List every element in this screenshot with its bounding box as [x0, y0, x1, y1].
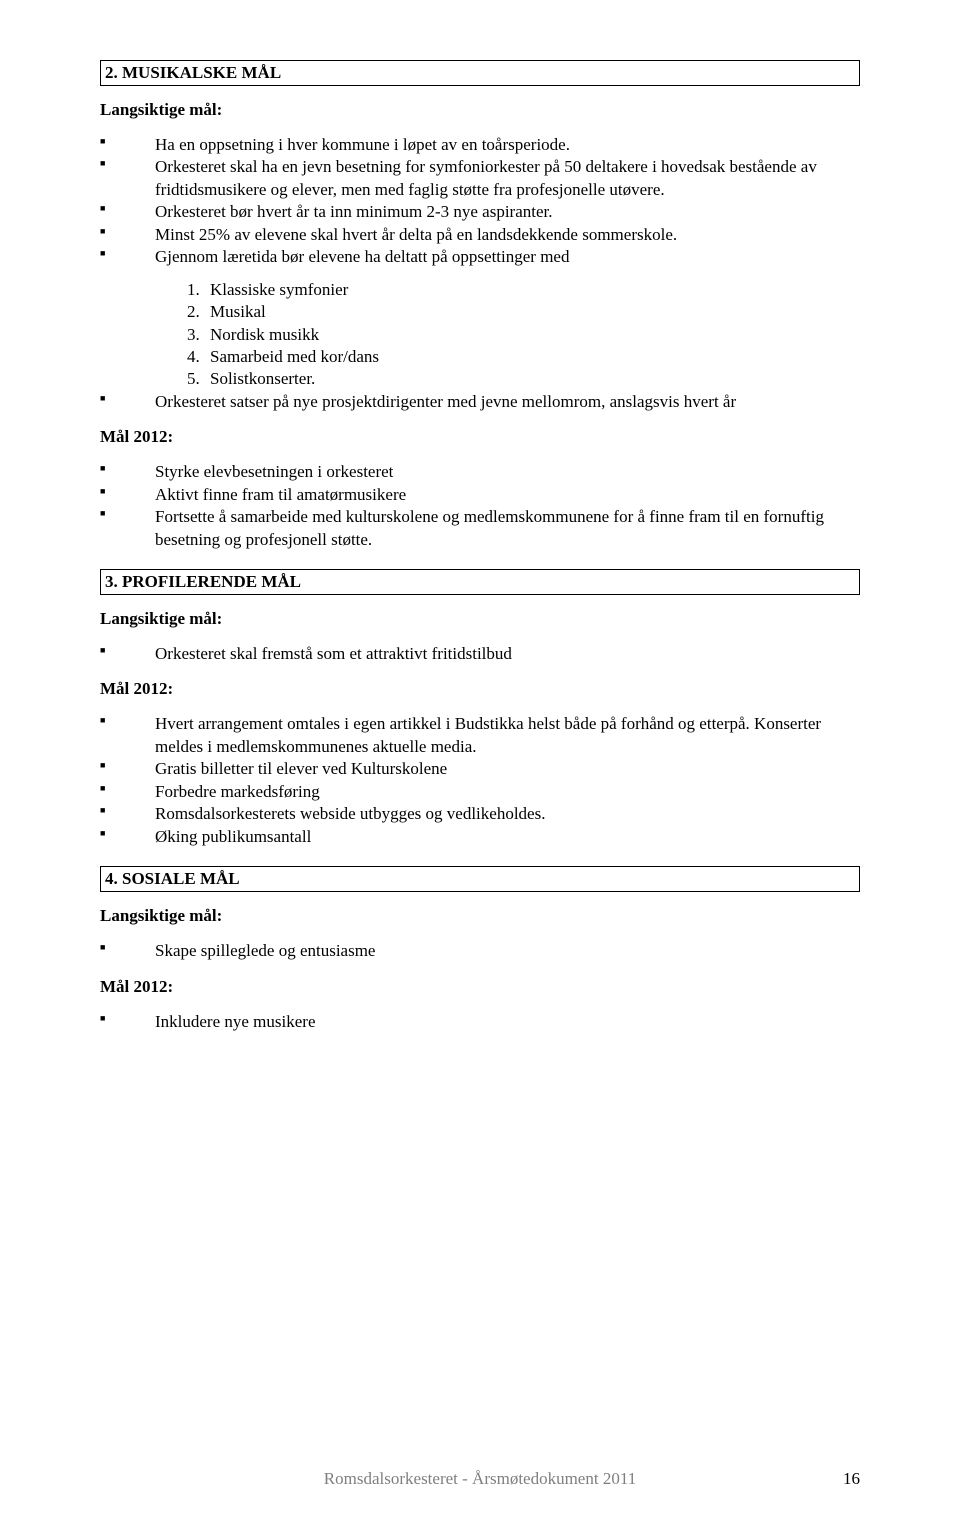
footer-text: Romsdalsorkesteret - Årsmøtedokument 201… [324, 1469, 636, 1488]
list-item: Gjennom læretida bør elevene ha deltatt … [100, 246, 860, 268]
page-number: 16 [843, 1469, 860, 1489]
spacer [100, 561, 860, 569]
section-3-heading-box: 3. PROFILERENDE MÅL [100, 569, 860, 595]
section-4-bullet-list: Skape spilleglede og entusiasme [100, 940, 860, 962]
section-4-langsiktige-label: Langsiktige mål: [100, 906, 860, 926]
section-3-heading: 3. PROFILERENDE MÅL [105, 572, 301, 591]
list-item: Musikal [204, 301, 860, 323]
list-item: Orkesteret bør hvert år ta inn minimum 2… [100, 201, 860, 223]
list-item: Ha en oppsetning i hver kommune i løpet … [100, 134, 860, 156]
list-item: Skape spilleglede og entusiasme [100, 940, 860, 962]
section-3-bullet-list: Orkesteret skal fremstå som et attraktiv… [100, 643, 860, 665]
section-2-mal2012-label: Mål 2012: [100, 427, 860, 447]
section-4-heading-box: 4. SOSIALE MÅL [100, 866, 860, 892]
list-item: Romsdalsorkesterets webside utbygges og … [100, 803, 860, 825]
list-item: Orkesteret skal fremstå som et attraktiv… [100, 643, 860, 665]
list-item: Nordisk musikk [204, 324, 860, 346]
section-2-heading: 2. MUSIKALSKE MÅL [105, 63, 281, 82]
list-item: Inkludere nye musikere [100, 1011, 860, 1033]
list-item: Styrke elevbesetningen i orkesteret [100, 461, 860, 483]
section-2-mal2012-list: Styrke elevbesetningen i orkesteret Akti… [100, 461, 860, 551]
document-page: 2. MUSIKALSKE MÅL Langsiktige mål: Ha en… [0, 0, 960, 1519]
section-4-mal2012-label: Mål 2012: [100, 977, 860, 997]
section-2-langsiktige-label: Langsiktige mål: [100, 100, 860, 120]
list-item: Klassiske symfonier [204, 279, 860, 301]
list-item: Orkesteret satser på nye prosjektdirigen… [100, 391, 860, 413]
list-item: Forbedre markedsføring [100, 781, 860, 803]
list-item: Orkesteret skal ha en jevn besetning for… [100, 156, 860, 201]
section-3-mal2012-label: Mål 2012: [100, 679, 860, 699]
list-item: Hvert arrangement omtales i egen artikke… [100, 713, 860, 758]
section-2-nested-list: Klassiske symfonier Musikal Nordisk musi… [100, 279, 860, 391]
list-item: Gratis billetter til elever ved Kultursk… [100, 758, 860, 780]
section-2-heading-box: 2. MUSIKALSKE MÅL [100, 60, 860, 86]
list-item: Aktivt finne fram til amatørmusikere [100, 484, 860, 506]
spacer [100, 858, 860, 866]
section-3-langsiktige-label: Langsiktige mål: [100, 609, 860, 629]
section-4-heading: 4. SOSIALE MÅL [105, 869, 240, 888]
page-footer: Romsdalsorkesteret - Årsmøtedokument 201… [0, 1469, 960, 1489]
section-2-bullet-list: Ha en oppsetning i hver kommune i løpet … [100, 134, 860, 269]
list-item: Samarbeid med kor/dans [204, 346, 860, 368]
list-item: Minst 25% av elevene skal hvert år delta… [100, 224, 860, 246]
section-4-mal2012-list: Inkludere nye musikere [100, 1011, 860, 1033]
section-3-mal2012-list: Hvert arrangement omtales i egen artikke… [100, 713, 860, 848]
section-2-bullet-list-2: Orkesteret satser på nye prosjektdirigen… [100, 391, 860, 413]
list-item: Øking publikumsantall [100, 826, 860, 848]
list-item: Fortsette å samarbeide med kulturskolene… [100, 506, 860, 551]
list-item: Solistkonserter. [204, 368, 860, 390]
